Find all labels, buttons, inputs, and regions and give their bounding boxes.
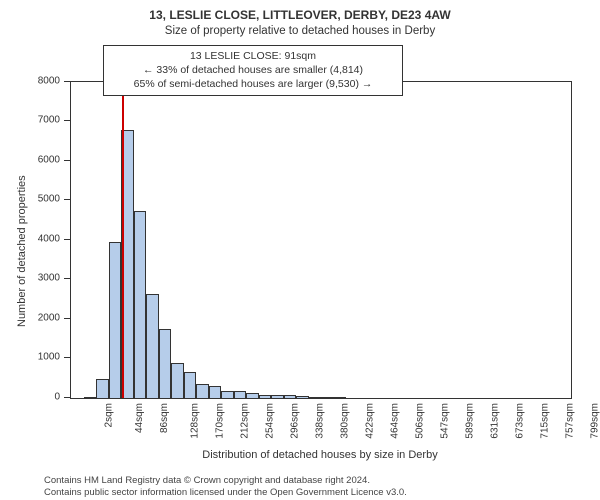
histogram-bar [134, 211, 147, 397]
y-tick-label: 7000 [10, 115, 60, 126]
histogram-bar [321, 397, 334, 398]
histogram-bar [159, 329, 172, 397]
x-tick-label: 422sqm [365, 403, 376, 439]
annotation-box: 13 LESLIE CLOSE: 91sqm ← 33% of detached… [103, 45, 403, 96]
y-tick-label: 5000 [10, 194, 60, 205]
annotation-line-3: 65% of semi-detached houses are larger (… [112, 77, 394, 91]
x-tick-label: 506sqm [415, 403, 426, 439]
x-tick-label: 296sqm [290, 403, 301, 439]
histogram-bar [84, 397, 97, 398]
histogram-bar [271, 395, 284, 397]
y-tick [64, 81, 70, 82]
histogram-bar [146, 294, 159, 397]
x-tick-label: 128sqm [190, 403, 201, 439]
x-tick-label: 170sqm [215, 403, 226, 439]
x-tick-label: 380sqm [340, 403, 351, 439]
histogram-bar [296, 396, 309, 397]
histogram-bar [96, 379, 109, 398]
histogram-bar [109, 242, 122, 398]
annotation-line-2: ← 33% of detached houses are smaller (4,… [112, 63, 394, 77]
y-tick [64, 160, 70, 161]
x-tick-label: 464sqm [390, 403, 401, 439]
x-tick-label: 589sqm [465, 403, 476, 439]
x-tick-label: 212sqm [240, 403, 251, 439]
footer-line-2: Contains public sector information licen… [44, 487, 590, 499]
histogram-bar [246, 393, 259, 398]
annotation-line-1: 13 LESLIE CLOSE: 91sqm [112, 49, 394, 63]
y-tick [64, 278, 70, 279]
x-tick-label: 757sqm [565, 403, 576, 439]
y-tick [64, 120, 70, 121]
y-tick-label: 3000 [10, 273, 60, 284]
x-tick-label: 2sqm [104, 403, 115, 427]
y-tick-label: 4000 [10, 233, 60, 244]
x-tick-label: 254sqm [265, 403, 276, 439]
y-tick-label: 2000 [10, 312, 60, 323]
histogram-bar [171, 363, 184, 397]
footer-line-1: Contains HM Land Registry data © Crown c… [44, 475, 590, 487]
x-tick-label: 715sqm [540, 403, 551, 439]
y-tick [64, 199, 70, 200]
plot-frame: Number of detached properties Distributi… [10, 43, 590, 473]
y-tick-label: 6000 [10, 154, 60, 165]
title-block: 13, LESLIE CLOSE, LITTLEOVER, DERBY, DE2… [10, 8, 590, 39]
y-tick [64, 397, 70, 398]
x-tick-label: 338sqm [315, 403, 326, 439]
y-tick-label: 1000 [10, 352, 60, 363]
chart-footer: Contains HM Land Registry data © Crown c… [10, 473, 590, 500]
y-tick [64, 318, 70, 319]
y-tick [64, 357, 70, 358]
histogram-bar [234, 391, 247, 397]
marker-line [122, 82, 124, 398]
x-tick-label: 547sqm [440, 403, 451, 439]
chart-title-main: 13, LESLIE CLOSE, LITTLEOVER, DERBY, DE2… [10, 8, 590, 24]
x-tick-label: 673sqm [515, 403, 526, 439]
x-tick-label: 86sqm [159, 403, 170, 433]
chart-container: 13, LESLIE CLOSE, LITTLEOVER, DERBY, DE2… [0, 0, 600, 499]
histogram-bar [221, 391, 234, 398]
x-axis-title: Distribution of detached houses by size … [70, 449, 570, 461]
histogram-bar [284, 395, 297, 397]
x-tick-label: 44sqm [134, 403, 145, 433]
histogram-bar [184, 372, 197, 397]
histogram-bar [209, 386, 222, 397]
histogram-bar [309, 397, 322, 398]
y-tick-label: 0 [10, 391, 60, 402]
y-tick-label: 8000 [10, 75, 60, 86]
histogram-bar [196, 384, 209, 397]
chart-title-sub: Size of property relative to detached ho… [10, 24, 590, 39]
y-tick [64, 239, 70, 240]
histogram-bar [334, 397, 347, 398]
plot-area [70, 81, 572, 399]
x-tick-label: 799sqm [590, 403, 600, 439]
histogram-bar [259, 395, 272, 397]
x-tick-label: 631sqm [490, 403, 501, 439]
